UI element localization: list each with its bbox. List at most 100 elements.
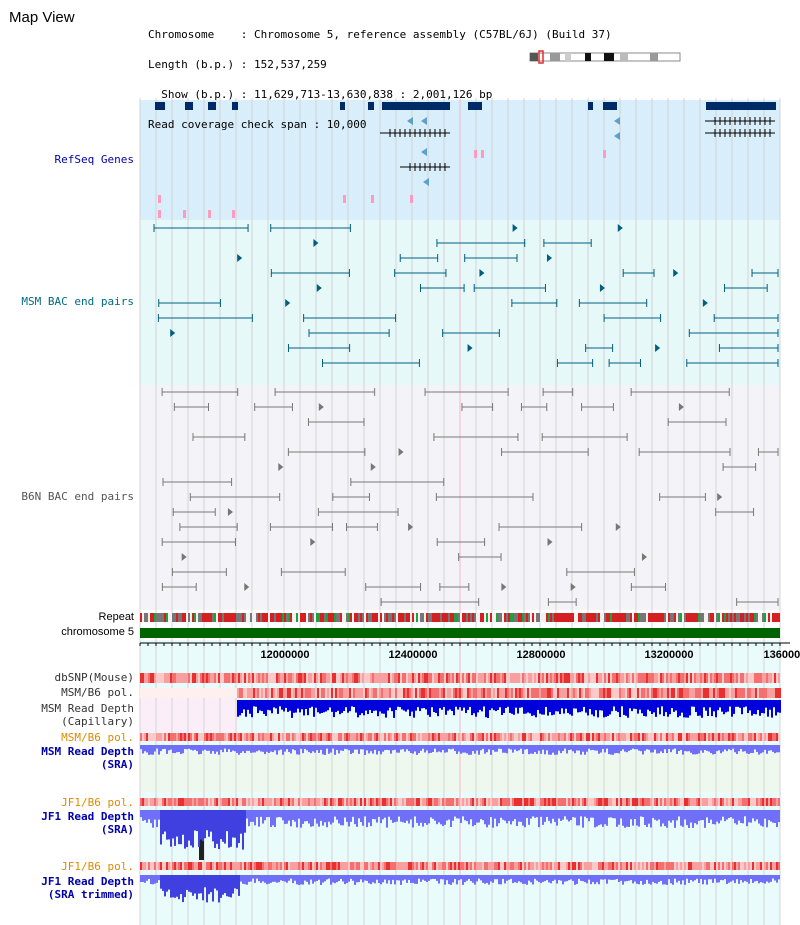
polymorphism-mark [216,733,218,741]
polymorphism-mark [288,862,290,870]
track-label-dbsnp[interactable]: dbSNP(Mouse) [54,671,134,684]
msm-depth-sra-bar [316,745,318,751]
polymorphism-mark [204,798,206,806]
jf1-depth-sra-bar [622,810,624,826]
track-label-repeat[interactable]: Repeat [98,611,134,623]
polymorphism-mark [614,862,616,870]
polymorphism-mark [270,798,272,806]
polymorphism-mark [673,688,675,698]
polymorphism-mark [480,733,482,741]
polymorphism-mark [621,688,623,698]
jf1-depth-trimmed-bar [552,875,554,881]
polymorphism-mark [707,688,709,698]
polymorphism-mark [226,798,228,806]
jf1-depth-trimmed-bar [190,875,192,893]
msm-depth-sra-bar [198,745,200,755]
jf1-depth-trimmed-bar [308,875,310,885]
polymorphism-mark [354,733,356,741]
msm-depth-capillary-bar [557,700,559,712]
polymorphism-mark [152,673,154,683]
repeat-mark [198,613,200,622]
jf1-depth-sra-bar [500,810,502,818]
msm-depth-sra-bar [350,745,352,754]
track-label-jf1-depth-sra[interactable]: JF1 Read Depth (SRA) [41,810,134,836]
jf1-depth-trimmed-bar [768,875,770,883]
msm-depth-sra-bar [232,745,234,751]
polymorphism-mark [742,733,744,741]
jf1-depth-sra-bar [486,810,488,828]
jf1-depth-sra-bar [678,810,680,817]
jf1-depth-sra-bar [772,810,774,823]
jf1-depth-sra-bar [450,810,452,828]
polymorphism-mark [216,862,218,870]
jf1-depth-sra-bar [508,810,510,821]
polymorphism-mark [706,862,708,870]
repeat-mark [454,613,456,622]
track-label-chromosome[interactable]: chromosome 5 [61,626,134,638]
track-label-jf1-b6-pol-trimmed[interactable]: JF1/B6 pol. [61,860,134,873]
track-label-msm-depth-sra[interactable]: MSM Read Depth (SRA) [41,745,134,771]
track-label-msm-b6-pol[interactable]: MSM/B6 pol. [61,686,134,699]
polymorphism-mark [234,798,236,806]
polymorphism-mark [236,798,238,806]
polymorphism-mark [420,733,422,741]
polymorphism-mark [426,798,428,806]
polymorphism-mark [699,688,701,698]
polymorphism-mark [452,673,454,683]
repeat-mark [538,613,540,622]
repeat-mark [154,613,156,622]
polymorphism-mark [176,798,178,806]
msm-depth-capillary-bar [755,700,757,715]
polymorphism-mark [328,862,330,870]
jf1-depth-sra-bar [174,810,176,846]
polymorphism-mark [192,798,194,806]
track-label-msm-depth-capillary[interactable]: MSM Read Depth (Capillary) [41,702,134,728]
polymorphism-mark [740,733,742,741]
polymorphism-mark [316,862,318,870]
track-label-jf1-b6-pol[interactable]: JF1/B6 pol. [61,796,134,809]
track-label-msm-b6-pol-sra[interactable]: MSM/B6 pol. [61,731,134,744]
polymorphism-mark [581,688,583,698]
msm-depth-sra-bar [230,745,232,752]
jf1-depth-sra-bar [638,810,640,827]
polymorphism-mark [202,673,204,683]
polymorphism-mark [556,862,558,870]
msm-depth-capillary-bar [263,700,265,714]
polymorphism-mark [386,798,388,806]
jf1-depth-trimmed-bar [546,875,548,881]
polymorphism-mark [352,733,354,741]
msm-depth-capillary-bar [729,700,731,707]
jf1-depth-trimmed-bar [692,875,694,882]
polymorphism-mark [364,733,366,741]
track-label-refseq[interactable]: RefSeq Genes [54,153,134,166]
track-label-b6n-bac[interactable]: B6N BAC end pairs [21,490,134,503]
jf1-depth-sra-bar [160,810,162,845]
jf1-depth-sra-bar [278,810,280,818]
polymorphism-mark [618,673,620,683]
polymorphism-mark [751,688,753,698]
msm-depth-capillary-bar [327,700,329,711]
track-label-msm-bac[interactable]: MSM BAC end pairs [21,295,134,308]
polymorphism-mark [440,733,442,741]
msm-depth-sra-bar [370,745,372,752]
msm-depth-sra-bar [296,745,298,755]
polymorphism-mark [433,688,435,698]
repeat-mark [208,613,210,622]
polymorphism-mark [642,733,644,741]
polymorphism-mark [726,862,728,870]
polymorphism-mark [626,733,628,741]
repeat-mark [172,613,174,622]
polymorphism-mark [337,688,339,698]
b6n-bac-end-pair [318,403,324,411]
msm-depth-sra-bar [608,745,610,755]
polymorphism-mark [748,798,750,806]
jf1-depth-sra-bar [550,810,552,824]
polymorphism-mark [584,673,586,683]
jf1-depth-sra-bar [496,810,498,827]
polymorphism-mark [289,688,291,698]
track-label-jf1-depth-trimmed[interactable]: JF1 Read Depth (SRA trimmed) [41,875,134,901]
jf1-depth-trimmed-bar [740,875,742,881]
polymorphism-mark [210,733,212,741]
msm-depth-capillary-bar [449,700,451,710]
